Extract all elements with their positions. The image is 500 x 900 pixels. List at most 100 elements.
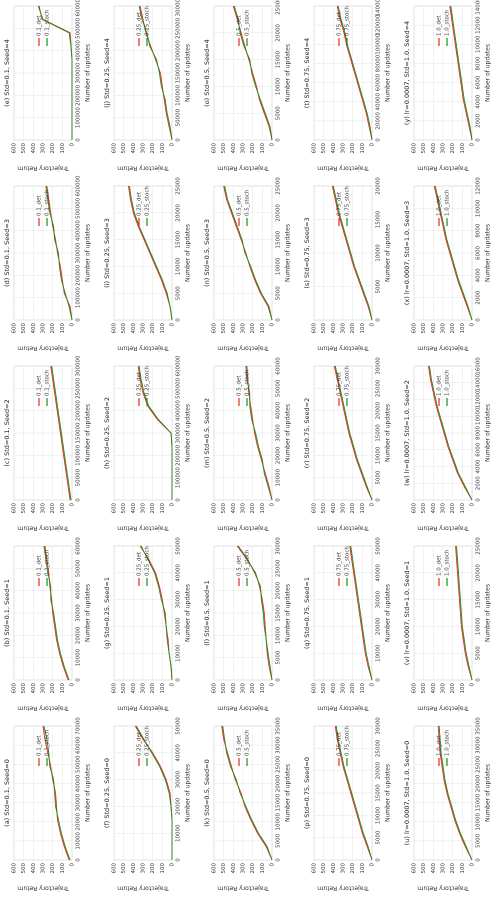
x-tick-label: 0 <box>76 498 82 502</box>
y-axis-label: Trajectory Return <box>17 165 70 172</box>
y-axis-label: Trajectory Return <box>117 705 170 712</box>
y-tick-label: 0 <box>470 323 476 327</box>
chart-title: (r) Std=0.75, Seed=2 <box>303 398 311 469</box>
line-series <box>245 365 273 501</box>
x-tick-label: 50000 <box>376 537 382 555</box>
y-tick-label: 500 <box>21 683 27 694</box>
y-tick-label: 200 <box>250 143 256 154</box>
y-tick-label: 200 <box>450 683 456 694</box>
legend-label: 0.5_stoch <box>245 9 251 36</box>
y-tick-label: 300 <box>441 863 447 874</box>
y-tick-label: 200 <box>250 323 256 334</box>
x-axis-label: Number of updates <box>185 224 192 282</box>
y-axis-label: Trajectory Return <box>17 345 70 352</box>
x-tick-label: 15000 <box>276 793 282 811</box>
y-tick-label: 300 <box>341 683 347 694</box>
y-tick-label: 600 <box>112 143 118 154</box>
x-tick-label: 2000 <box>476 113 482 127</box>
line-series <box>43 725 71 861</box>
chart-title: (b) Std=0.1, Seed=1 <box>3 579 11 647</box>
x-tick-label: 25000 <box>476 537 482 555</box>
y-tick-label: 400 <box>131 863 137 874</box>
x-tick-label: 0 <box>276 138 282 142</box>
y-tick-label: 600 <box>212 863 218 874</box>
x-tick-label: 250000 <box>176 17 182 38</box>
line-series <box>332 185 373 321</box>
line-series <box>233 5 273 141</box>
x-tick-label: 100000 <box>176 467 182 488</box>
line-series <box>335 725 373 861</box>
y-tick-label: 600 <box>412 863 418 874</box>
y-axis-label: Trajectory Return <box>217 525 270 532</box>
y-tick-label: 600 <box>412 143 418 154</box>
x-tick-label: 20000 <box>476 774 482 792</box>
x-tick-label: 30000 <box>276 736 282 754</box>
y-tick-label: 500 <box>121 323 127 334</box>
legend-label: 0.75_det <box>337 11 343 36</box>
line-series <box>135 725 173 860</box>
legend-label: 1.0_det <box>437 735 443 756</box>
legend-label: 0.75_stoch <box>345 366 351 396</box>
y-tick-label: 200 <box>250 683 256 694</box>
x-axis-label: Number of updates <box>485 584 492 642</box>
legend-label: 0.1_det <box>37 15 43 36</box>
chart-title: (o) Std=0.5, Seed=4 <box>203 39 211 107</box>
line-series <box>336 5 373 141</box>
legend-label: 0.5_stoch <box>245 369 251 396</box>
y-tick-label: 600 <box>312 503 318 514</box>
chart-title: (c) Std=0.1, Seed=2 <box>3 399 11 466</box>
y-tick-label: 500 <box>421 323 427 334</box>
x-tick-label: 140000 <box>376 0 382 17</box>
x-tick-label: 150000 <box>176 62 182 83</box>
x-tick-label: 100000 <box>76 287 82 308</box>
x-tick-label: 10000 <box>176 824 182 842</box>
x-tick-label: 150000 <box>76 422 82 443</box>
x-tick-label: 5000 <box>476 833 482 847</box>
legend-label: 0.25_stoch <box>145 6 151 36</box>
x-axis-label: Number of updates <box>185 764 192 822</box>
y-tick-label: 0 <box>270 143 276 147</box>
x-tick-label: 10000 <box>376 244 382 262</box>
x-tick-label: 10000 <box>276 257 282 275</box>
y-tick-label: 0 <box>370 683 376 687</box>
y-tick-label: 300 <box>341 503 347 514</box>
line-series <box>224 185 273 321</box>
x-tick-label: 20000 <box>76 812 82 830</box>
x-tick-label: 0 <box>176 678 182 682</box>
y-tick-label: 300 <box>441 503 447 514</box>
y-tick-label: 500 <box>21 323 27 334</box>
x-tick-label: 35000 <box>476 717 482 735</box>
x-axis-label: Number of updates <box>485 764 492 822</box>
x-tick-label: 200000 <box>76 84 82 105</box>
x-axis-label: Number of updates <box>385 224 392 282</box>
legend-label: 0.75_det <box>337 371 343 396</box>
x-tick-label: 0 <box>376 318 382 322</box>
x-tick-label: 60000 <box>276 357 282 375</box>
x-tick-label: 25000 <box>376 379 382 397</box>
y-tick-label: 500 <box>421 503 427 514</box>
y-tick-label: 200 <box>450 863 456 874</box>
x-tick-label: 10000 <box>276 812 282 830</box>
panel: 0100200300400500600020004000600080001000… <box>403 177 492 352</box>
y-tick-label: 600 <box>112 863 118 874</box>
line-series <box>428 365 473 501</box>
y-tick-label: 400 <box>431 683 437 694</box>
x-tick-label: 50000 <box>176 717 182 735</box>
line-series <box>128 185 173 321</box>
y-axis-label: Trajectory Return <box>17 525 70 532</box>
x-tick-label: 14000 <box>476 0 482 15</box>
y-tick-label: 400 <box>231 143 237 154</box>
x-tick-label: 15000 <box>376 784 382 802</box>
y-tick-label: 300 <box>241 683 247 694</box>
x-axis-label: Number of updates <box>285 404 292 462</box>
x-tick-label: 600000 <box>176 355 182 376</box>
chart-title: (l) Std=0.5, Seed=1 <box>203 580 211 646</box>
legend-label: 0.75_stoch <box>345 186 351 216</box>
chart-title: (w) lr=0.0007, Std=1.0, Seed=2 <box>403 380 411 486</box>
y-tick-label: 200 <box>150 143 156 154</box>
x-tick-label: 8000 <box>476 56 482 70</box>
